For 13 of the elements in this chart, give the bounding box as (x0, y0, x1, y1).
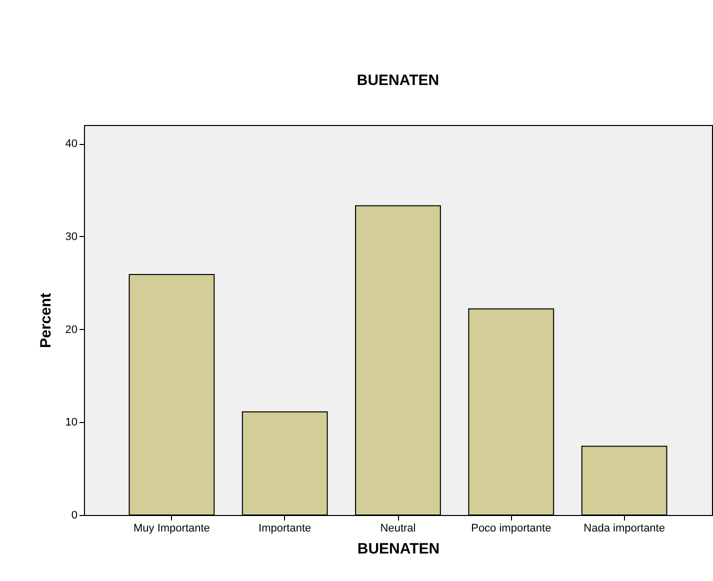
y-tick-label: 10 (65, 416, 78, 429)
x-axis-title: BUENATEN (357, 540, 440, 558)
x-tick-label: Poco importante (471, 522, 552, 534)
x-tick-label: Neutral (380, 522, 416, 534)
y-axis-title: Percent (37, 292, 54, 348)
chart-title: BUENATEN (356, 72, 440, 89)
x-tick-label: Muy Importante (133, 522, 210, 534)
x-tick-label: Importante (258, 522, 312, 534)
y-tick-label: 30 (65, 230, 78, 243)
x-tick-label: Nada importante (584, 522, 665, 534)
y-tick-label: 0 (71, 510, 78, 522)
y-tick-label: 40 (65, 138, 78, 150)
y-tick-label: 20 (65, 324, 78, 336)
